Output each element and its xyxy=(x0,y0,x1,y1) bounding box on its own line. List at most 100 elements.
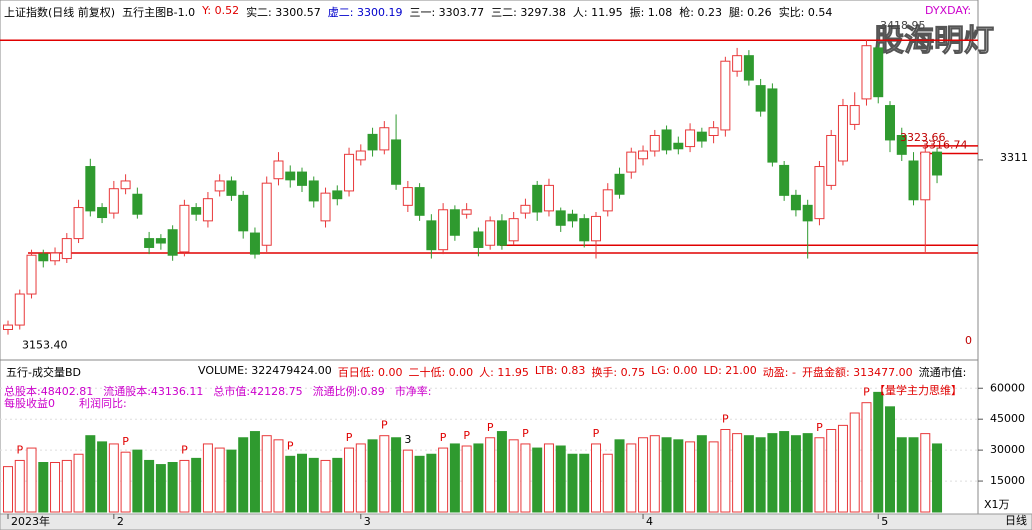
volume-bar xyxy=(367,439,378,513)
candle-body xyxy=(767,88,778,163)
candle-body xyxy=(814,166,825,220)
volume-bar xyxy=(673,439,684,513)
volume-bar xyxy=(202,443,213,513)
candle-body xyxy=(755,85,766,112)
stat: LG: 0.00 xyxy=(651,364,698,377)
volume-bar xyxy=(120,451,131,513)
volume-bar xyxy=(614,439,625,513)
stat: Y: 0.52 xyxy=(202,4,240,17)
unit-label: X1万 xyxy=(984,498,1010,511)
candle-body xyxy=(414,187,425,216)
bar-mark: P xyxy=(122,435,129,448)
candle-body xyxy=(555,210,566,226)
indicator-name: DYXDAY: xyxy=(925,4,971,17)
volume-bar xyxy=(108,443,119,513)
candle-body xyxy=(14,293,25,326)
candle-body xyxy=(708,127,719,136)
volume-bar xyxy=(438,447,449,513)
volume-bar xyxy=(861,402,872,513)
candle-body xyxy=(920,151,931,201)
y-tick-label: 3311 xyxy=(1000,151,1028,164)
candle-body xyxy=(108,188,119,214)
volume-bar xyxy=(591,443,601,513)
stat: 虚二: 3300.19 xyxy=(327,6,403,19)
volume-bar xyxy=(273,439,284,513)
candle-body xyxy=(591,215,601,242)
y-tick-label: 15000 xyxy=(990,474,1025,487)
stat: VOLUME: 322479424.00 xyxy=(198,364,332,377)
bar-mark: P xyxy=(463,429,470,442)
volume-bar xyxy=(885,406,895,513)
info: 总市值:42128.75 xyxy=(213,385,303,398)
candle-body xyxy=(285,171,296,181)
period-label: 日线 xyxy=(1005,513,1027,527)
info: 流通股本:43136.11 xyxy=(103,385,204,398)
volume-bar xyxy=(602,453,613,513)
candle-body xyxy=(3,324,13,331)
volume-title: 五行-成交量BD xyxy=(6,366,81,379)
volume-bar xyxy=(50,462,61,513)
volume-bar xyxy=(97,441,108,513)
stat: 人: 11.95 xyxy=(479,366,529,379)
volume-bar xyxy=(649,435,660,513)
candle-body xyxy=(85,166,96,212)
stat: 动盈: - xyxy=(762,366,796,379)
symbol: 上证指数(日线 前复权) xyxy=(4,6,116,19)
volume-bar xyxy=(402,449,413,513)
header: 上证指数(日线 前复权) 五行主图B-1.0 Y: 0.52 实二: 3300.… xyxy=(4,4,832,20)
tag-row: 【量学主力思维】 xyxy=(874,382,962,398)
stat: 百日低: 0.00 xyxy=(337,366,403,379)
candle-body xyxy=(367,133,378,151)
volume-bar xyxy=(355,443,366,513)
zero-label: 0 xyxy=(965,334,972,347)
volume-bar xyxy=(379,435,390,513)
price-annotation: 3323.66 xyxy=(900,131,946,144)
candle-body xyxy=(355,150,366,161)
volume-bar xyxy=(685,441,696,513)
candle-body xyxy=(885,105,895,141)
volume-bar xyxy=(496,431,507,513)
bar-mark: P xyxy=(181,443,188,456)
stat: 实比: 0.54 xyxy=(778,6,833,19)
candle-body xyxy=(908,160,919,201)
candle-body xyxy=(861,45,872,100)
candle-body xyxy=(461,209,472,215)
volume-bar xyxy=(790,435,801,513)
volume-bar xyxy=(461,445,472,513)
stat: 三二: 3297.38 xyxy=(491,6,566,19)
candle-body xyxy=(543,184,554,212)
volume-bar xyxy=(61,459,72,513)
stat: 振: 1.08 xyxy=(629,6,673,19)
candle-body xyxy=(297,171,307,186)
candle-body xyxy=(249,232,260,255)
candle-body xyxy=(720,60,731,131)
volume-bar xyxy=(155,464,166,513)
volume-bar xyxy=(732,433,743,513)
candle-body xyxy=(273,160,284,180)
volume-bar xyxy=(214,447,225,513)
volume-bar xyxy=(567,453,578,513)
candle-body xyxy=(579,218,590,242)
candle-body xyxy=(120,180,131,190)
candle-body xyxy=(97,207,108,219)
volume-bar xyxy=(238,437,249,513)
candle-body xyxy=(402,187,413,206)
price-annotation: 3316.74 xyxy=(922,139,968,152)
x-tick-label: 4 xyxy=(646,515,653,528)
volume-bar xyxy=(743,435,754,513)
bar-mark: P xyxy=(593,427,600,440)
bar-mark: P xyxy=(16,443,23,456)
bar-mark: P xyxy=(816,421,823,434)
candle-body xyxy=(649,134,660,152)
info: 每股收益0 xyxy=(4,397,55,410)
candle-body xyxy=(132,193,143,215)
x-tick-label: 2 xyxy=(117,515,124,528)
candle-body xyxy=(673,142,684,150)
candle-body xyxy=(320,192,331,222)
volume-bar xyxy=(191,457,202,513)
volume-bar xyxy=(920,433,931,513)
volume-bar xyxy=(708,441,719,513)
info: 总股本:48402.81 xyxy=(4,385,94,398)
volume-bar xyxy=(837,424,848,513)
